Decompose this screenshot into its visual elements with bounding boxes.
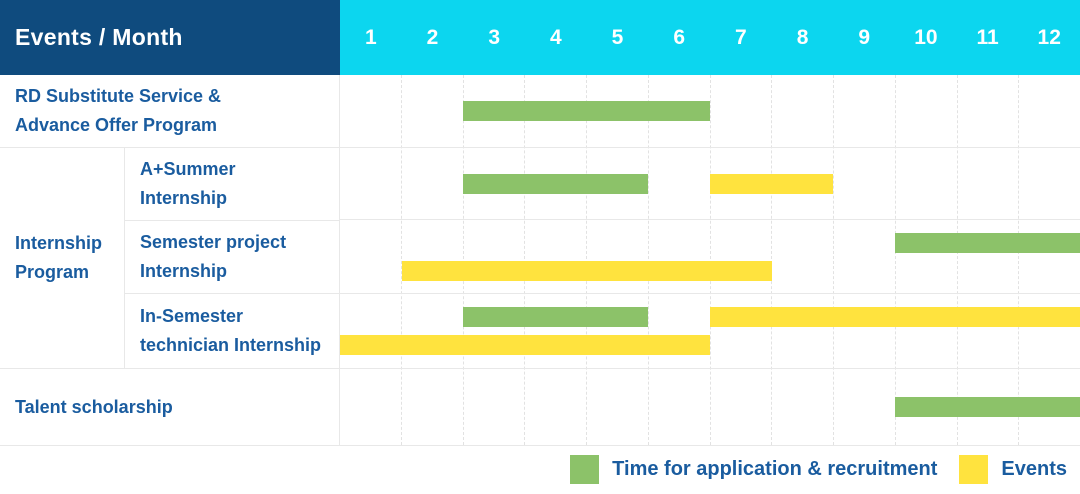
application-bar: [463, 101, 710, 121]
chart-row: [340, 75, 1080, 147]
legend-item: Events: [959, 455, 1067, 484]
month-label-5: 5: [611, 25, 624, 49]
application-bar: [895, 397, 1080, 417]
row-label-1: A+Summer Internship: [125, 148, 339, 220]
legend-swatch-events: [959, 455, 989, 484]
events-month-header-cell: Events / Month: [0, 0, 340, 75]
timeline-chart-area: [340, 75, 1080, 445]
legend-swatch-application: [570, 455, 600, 484]
month-label-6: 6: [673, 25, 686, 49]
month-label-2: 2: [426, 25, 439, 49]
label-line: A+Summer: [140, 158, 236, 179]
month-label-8: 8: [796, 25, 809, 49]
events-bar: [340, 335, 710, 355]
legend: Time for application & recruitment Events: [570, 445, 1067, 494]
row-label-rd-substitute: RD Substitute Service & Advance Offer Pro…: [0, 75, 339, 147]
events-bar: [401, 260, 772, 281]
label-line: Internship: [15, 233, 103, 253]
month-label-4: 4: [550, 25, 562, 49]
label-line: Semester project: [140, 232, 287, 252]
month-label-1: 1: [364, 25, 377, 49]
row-label-2: Semester project Internship: [125, 219, 339, 294]
row-label-column: RD Substitute Service & Advance Offer Pro…: [0, 75, 340, 445]
legend-item: Time for application & recruitment: [570, 455, 937, 484]
label-line: Program: [15, 262, 90, 282]
group-label-internship-program: Internship Program: [0, 148, 125, 368]
label-line: Internship: [140, 187, 228, 208]
label-line: RD Substitute Service &: [15, 86, 222, 106]
month-label-11: 11: [976, 25, 999, 49]
month-header-row: 1 2 3 4 5 6 7 8 9 10 11 12: [340, 0, 1080, 75]
events-bar: [710, 307, 1080, 327]
internship-program-group: Internship Program A+Summer Internship Semes…: [0, 147, 339, 368]
legend-label: Events: [1001, 458, 1067, 480]
application-bar: [463, 173, 649, 194]
sub-label-column: A+Summer Internship Semester project Intern…: [125, 148, 339, 368]
month-label-7: 7: [735, 25, 747, 49]
row-label-talent-scholarship: Talent scholarship: [0, 368, 339, 445]
application-bar: [463, 307, 649, 327]
month-label-9: 9: [858, 25, 871, 49]
table-body: RD Substitute Service & Advance Offer Pro…: [0, 75, 1080, 446]
label-line: technician Internship: [140, 335, 322, 356]
month-label-10: 10: [914, 25, 938, 49]
chart-row: [340, 219, 1080, 293]
chart-row: [340, 293, 1080, 368]
row-label-3: In-Semester technician Internship: [125, 293, 339, 368]
label-line: In-Semester: [140, 306, 244, 327]
chart-row: [340, 147, 1080, 219]
month-label-3: 3: [488, 25, 501, 49]
month-label-12: 12: [1037, 25, 1061, 49]
events-bar: [710, 173, 834, 194]
chart-row: [340, 368, 1080, 445]
label-line: Advance Offer Program: [15, 115, 218, 135]
legend-label: Time for application & recruitment: [612, 458, 938, 480]
label-line: Talent scholarship: [15, 396, 173, 417]
application-bar: [895, 232, 1080, 253]
table-header: Events / Month 1 2 3 4 5 6 7 8 9 10 11 12: [0, 0, 1080, 75]
label-line: Internship: [140, 261, 228, 281]
